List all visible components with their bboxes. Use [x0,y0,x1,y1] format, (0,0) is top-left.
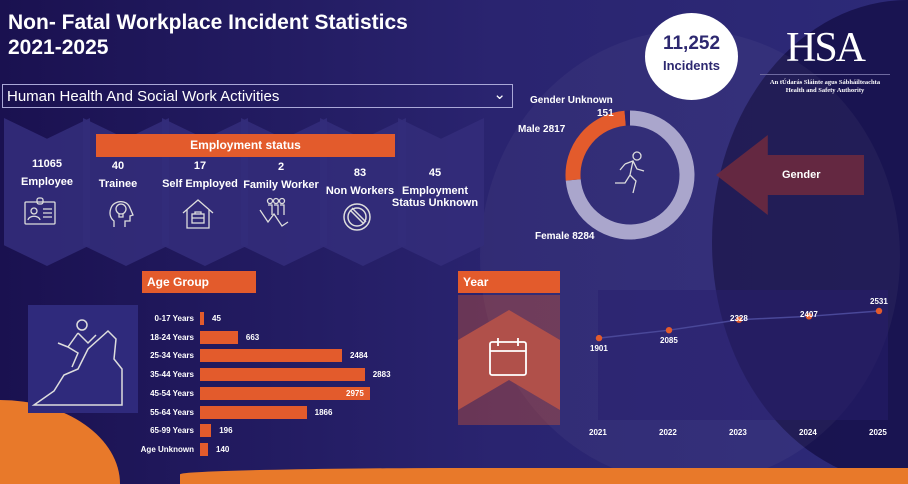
male-label: Male 2817 [518,124,566,135]
year-point [665,326,673,334]
employee-label: Employee [21,176,73,188]
line-chart-area [598,290,888,420]
logo-text: HSA [785,25,866,71]
age-bar [200,405,307,419]
climbing-person-icon [31,319,123,406]
employment-card-employee [4,118,90,266]
hsa-logo: HSA An tÚdarás Sláinte agus Sábháilteacht… [760,24,890,95]
year-header: Year [458,271,560,293]
page-title: Non- Fatal Workplace Incident Statistics… [8,10,408,60]
total-incidents-value: 11,252 [662,33,721,54]
age-value-label: 196 [219,426,233,436]
age-bar [200,424,212,438]
year-point [875,307,883,315]
age-bar [200,442,208,456]
total-incidents-badge: 11,252 Incidents [645,13,738,100]
age-group-header: Age Group [142,271,256,293]
title-line-2: 2021-2025 [8,36,109,59]
family-worker-count: 2 [277,161,285,173]
gender-label: Gender [782,169,821,181]
non-workers-label: Non Workers [325,185,395,197]
trainee-label: Trainee [98,178,138,190]
unknown-count: 45 [428,167,442,179]
age-value-label: 2883 [372,370,391,380]
age-value-label: 140 [216,444,230,454]
female-label: Female 8284 [535,231,595,242]
year-tick-label: 2022 [659,428,677,437]
year-value-label: 2328 [730,313,748,323]
year-value-label: 1901 [590,344,608,354]
age-tick-label: 25-34 Years [150,351,194,361]
head-lightbulb-icon [109,200,134,227]
donut-slice-male [565,110,627,181]
total-incidents-label: Incidents [662,58,721,73]
unknown-label: Employment Status Unknown [391,185,479,209]
bg-orange-wave-bottom [180,468,908,484]
year-tick-label: 2024 [799,428,817,437]
age-tick-label: 55-64 Years [150,407,194,417]
year-point [735,316,743,323]
age-tick-label: 0-17 Years [154,314,194,323]
age-tick-label: 18-24 Years [150,332,194,342]
age-tick-label: 45-54 Years [150,388,194,398]
non-workers-count: 83 [353,167,367,179]
sector-dropdown[interactable]: Human Health And Social Work Activities ⌄ [2,84,513,108]
self-employed-label: Self Employed [162,178,238,190]
year-value-label: 2531 [870,296,888,306]
year-point [805,313,813,320]
age-value-label: 1866 [314,407,333,417]
year-tick-label: 2021 [589,428,607,437]
donut-slice-female [565,110,695,240]
dropdown-value: Human Health And Social Work Activities [7,88,280,105]
age-value-label: 663 [245,332,260,342]
title-line-1: Non- Fatal Workplace Incident Statistics [8,11,408,34]
prohibited-icon [343,203,371,231]
age-tick-label: 35-44 Years [150,370,194,380]
chevron-down-icon: ⌄ [493,86,506,103]
age-bar [200,349,342,363]
year-value-label: 2407 [800,310,818,320]
gender-unknown-value: 151 [597,108,614,119]
age-bar [200,386,370,400]
gender-donut-chart [565,110,695,240]
age-value-label: 2484 [349,351,368,361]
age-tick-label: Age Unknown [140,444,194,454]
age-tick-label: 65-99 Years [150,426,194,436]
calendar-icon [489,338,527,376]
year-line-chart [595,307,883,342]
logo-subtitle-irish: An tÚdarás Sláinte agus Sábháilteachta [769,79,881,86]
house-briefcase-icon [182,199,214,229]
year-tick-label: 2025 [869,428,887,437]
employee-count: 11065 [32,158,62,170]
age-bar [200,312,204,325]
age-bar [200,330,238,344]
year-value-label: 2085 [660,336,678,346]
self-employed-count: 17 [193,160,207,172]
age-value-label: 45 [212,314,221,323]
running-person-icon [615,151,645,194]
trainee-count: 40 [111,160,125,172]
id-card-icon [24,197,56,225]
family-worker-label: Family Worker [243,179,319,191]
gender-unknown-label: Gender Unknown [530,95,613,106]
employment-card-unknown [398,118,484,266]
age-bar [200,368,365,382]
year-point [595,334,603,342]
age-value-label: 2975 [346,388,364,398]
family-group-icon [259,197,289,227]
logo-subtitle-english: Health and Safety Authority [785,87,865,94]
year-tick-label: 2023 [729,428,747,437]
employment-status-header: Employment status [96,134,395,157]
